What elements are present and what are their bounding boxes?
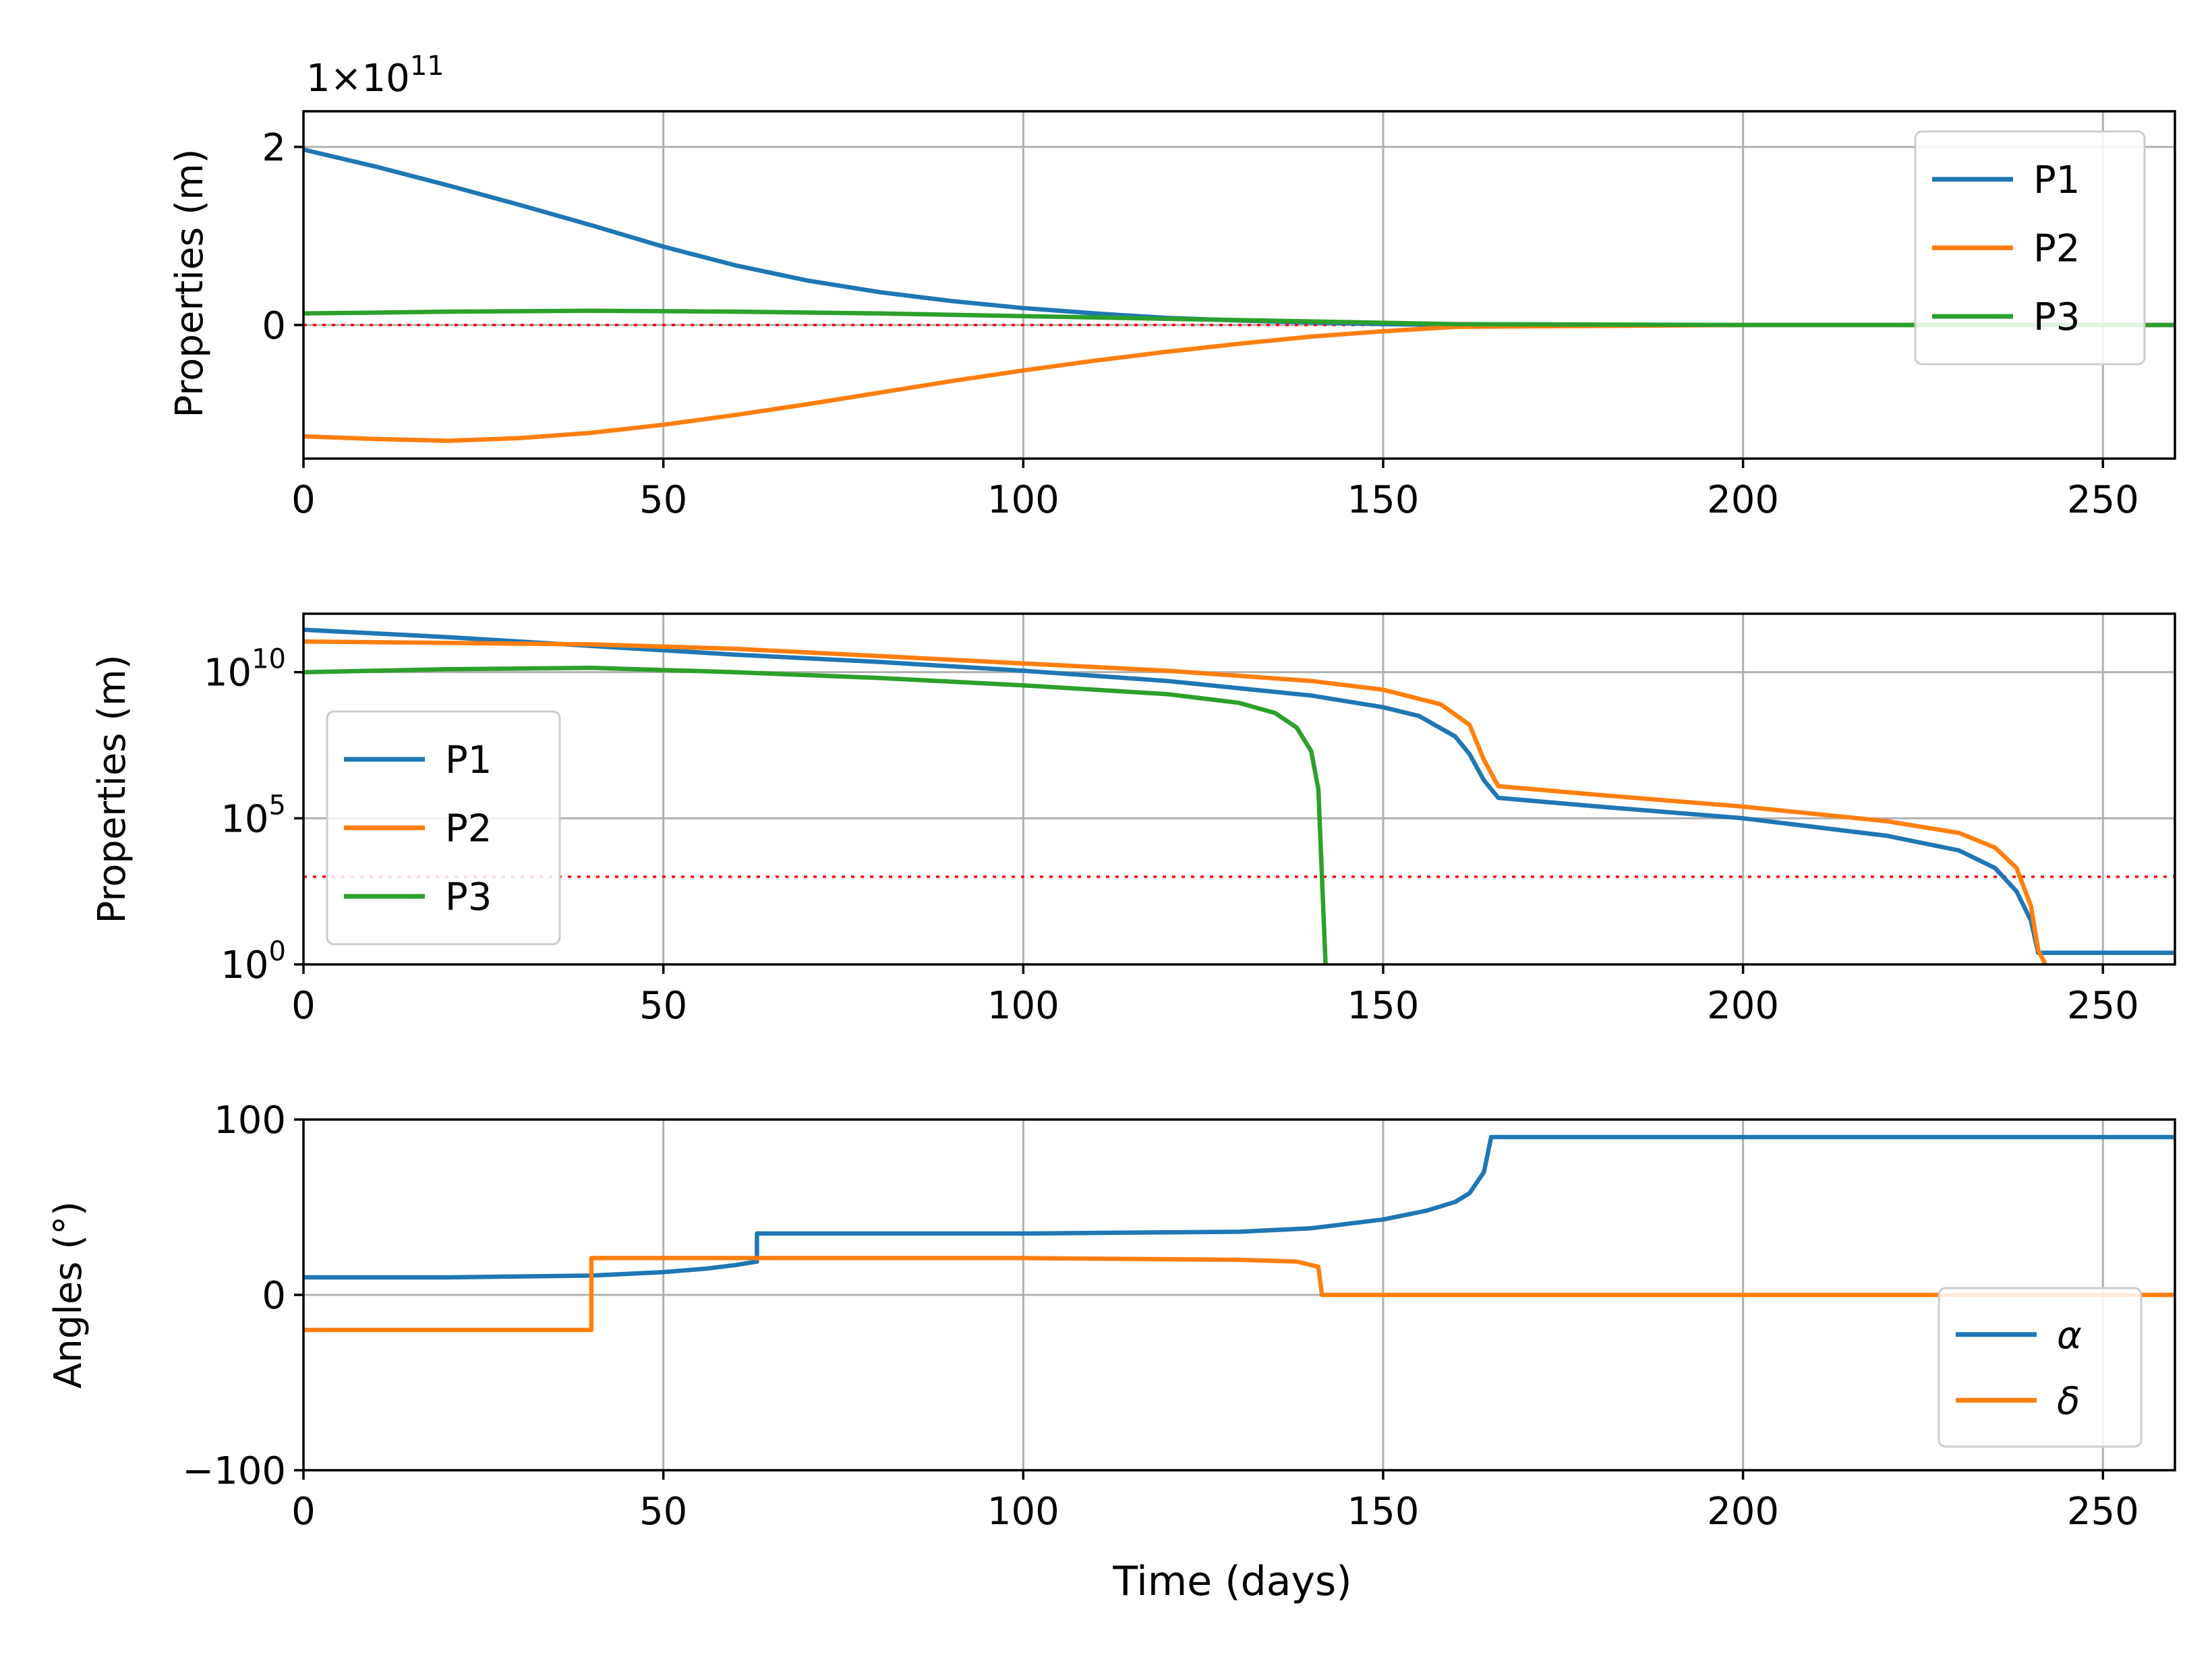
x-tick-label: 50: [639, 478, 687, 522]
y-tick-label: 1010: [204, 644, 286, 695]
series-line-P3: [303, 665, 1328, 964]
x-tick-label: 50: [639, 984, 687, 1028]
x-tick-label: 150: [1347, 478, 1420, 522]
x-tick-label: 0: [291, 984, 316, 1028]
series-line-P2: [303, 639, 2048, 964]
x-tick-label: 150: [1347, 1490, 1420, 1534]
legend-box: [326, 710, 561, 946]
x-tick-label: 100: [987, 1490, 1059, 1534]
x-tick-label: 0: [291, 478, 316, 522]
legend-box: [1938, 1287, 2143, 1448]
y-axis-label: Properties (m): [168, 148, 212, 417]
x-tick-label: 150: [1347, 984, 1420, 1028]
legend-label-α: α: [2057, 1314, 2082, 1358]
y-axis-label: Angles (°): [47, 1201, 90, 1389]
x-tick-label: 250: [2067, 1490, 2139, 1534]
series-line-P1: [303, 627, 2175, 955]
x-tick-label: 50: [639, 1490, 687, 1534]
y-tick-label: 100: [214, 1099, 286, 1142]
x-tick-label: 100: [987, 478, 1059, 522]
legend-box: [1914, 130, 2146, 366]
y-tick-exponent: 5: [269, 790, 286, 821]
legend-label-P3: P3: [2033, 295, 2080, 339]
legend-label-P1: P1: [2033, 158, 2080, 202]
legend-label-P3: P3: [445, 875, 492, 919]
x-tick-label: 200: [1707, 984, 1779, 1028]
series-line-P1: [303, 147, 2175, 328]
x-tick-label: 200: [1707, 478, 1779, 522]
legend: P1 P2 P3: [326, 710, 561, 946]
x-tick-label: 250: [2067, 984, 2139, 1028]
x-axis-label: Time (days): [1112, 1558, 1351, 1605]
x-tick-label: 250: [2067, 478, 2139, 522]
series-line-P3: [303, 308, 2175, 328]
y-tick-base: 10: [221, 797, 268, 841]
legend-label-δ: δ: [2057, 1379, 2080, 1423]
x-tick-label: 200: [1707, 1490, 1779, 1534]
y-tick-exponent: 0: [269, 936, 286, 967]
legend-label-P2: P2: [2033, 227, 2080, 271]
y-axis-label: Properties (m): [90, 654, 134, 923]
y-tick-base: 10: [221, 944, 268, 987]
legend: P1 P2 P3: [1914, 130, 2146, 366]
y-offset-label: 1×1011: [306, 51, 444, 100]
y-tick-label: −100: [182, 1449, 286, 1493]
legend: αδ: [1938, 1287, 2143, 1448]
series-line-α: [303, 1134, 2175, 1280]
legend-label-P1: P1: [445, 738, 492, 782]
y-tick-label: 100: [221, 936, 286, 987]
x-tick-label: 0: [291, 1490, 316, 1534]
series-line-δ: [303, 1256, 2175, 1333]
y-tick-label: 0: [262, 304, 286, 348]
y-tick-label: 105: [221, 790, 286, 841]
y-tick-label: 0: [262, 1274, 286, 1318]
axes-frame: [302, 612, 2176, 966]
series-line-P2: [303, 322, 2175, 443]
axes-frame: [302, 110, 2176, 460]
y-tick-label: 2: [262, 126, 286, 170]
y-offset-base: 1×10: [306, 57, 410, 100]
x-tick-label: 100: [987, 984, 1059, 1028]
legend-label-P2: P2: [445, 807, 492, 851]
y-tick-base: 10: [204, 651, 252, 695]
y-tick-exponent: 10: [252, 644, 286, 675]
y-offset-exponent: 11: [410, 51, 444, 82]
